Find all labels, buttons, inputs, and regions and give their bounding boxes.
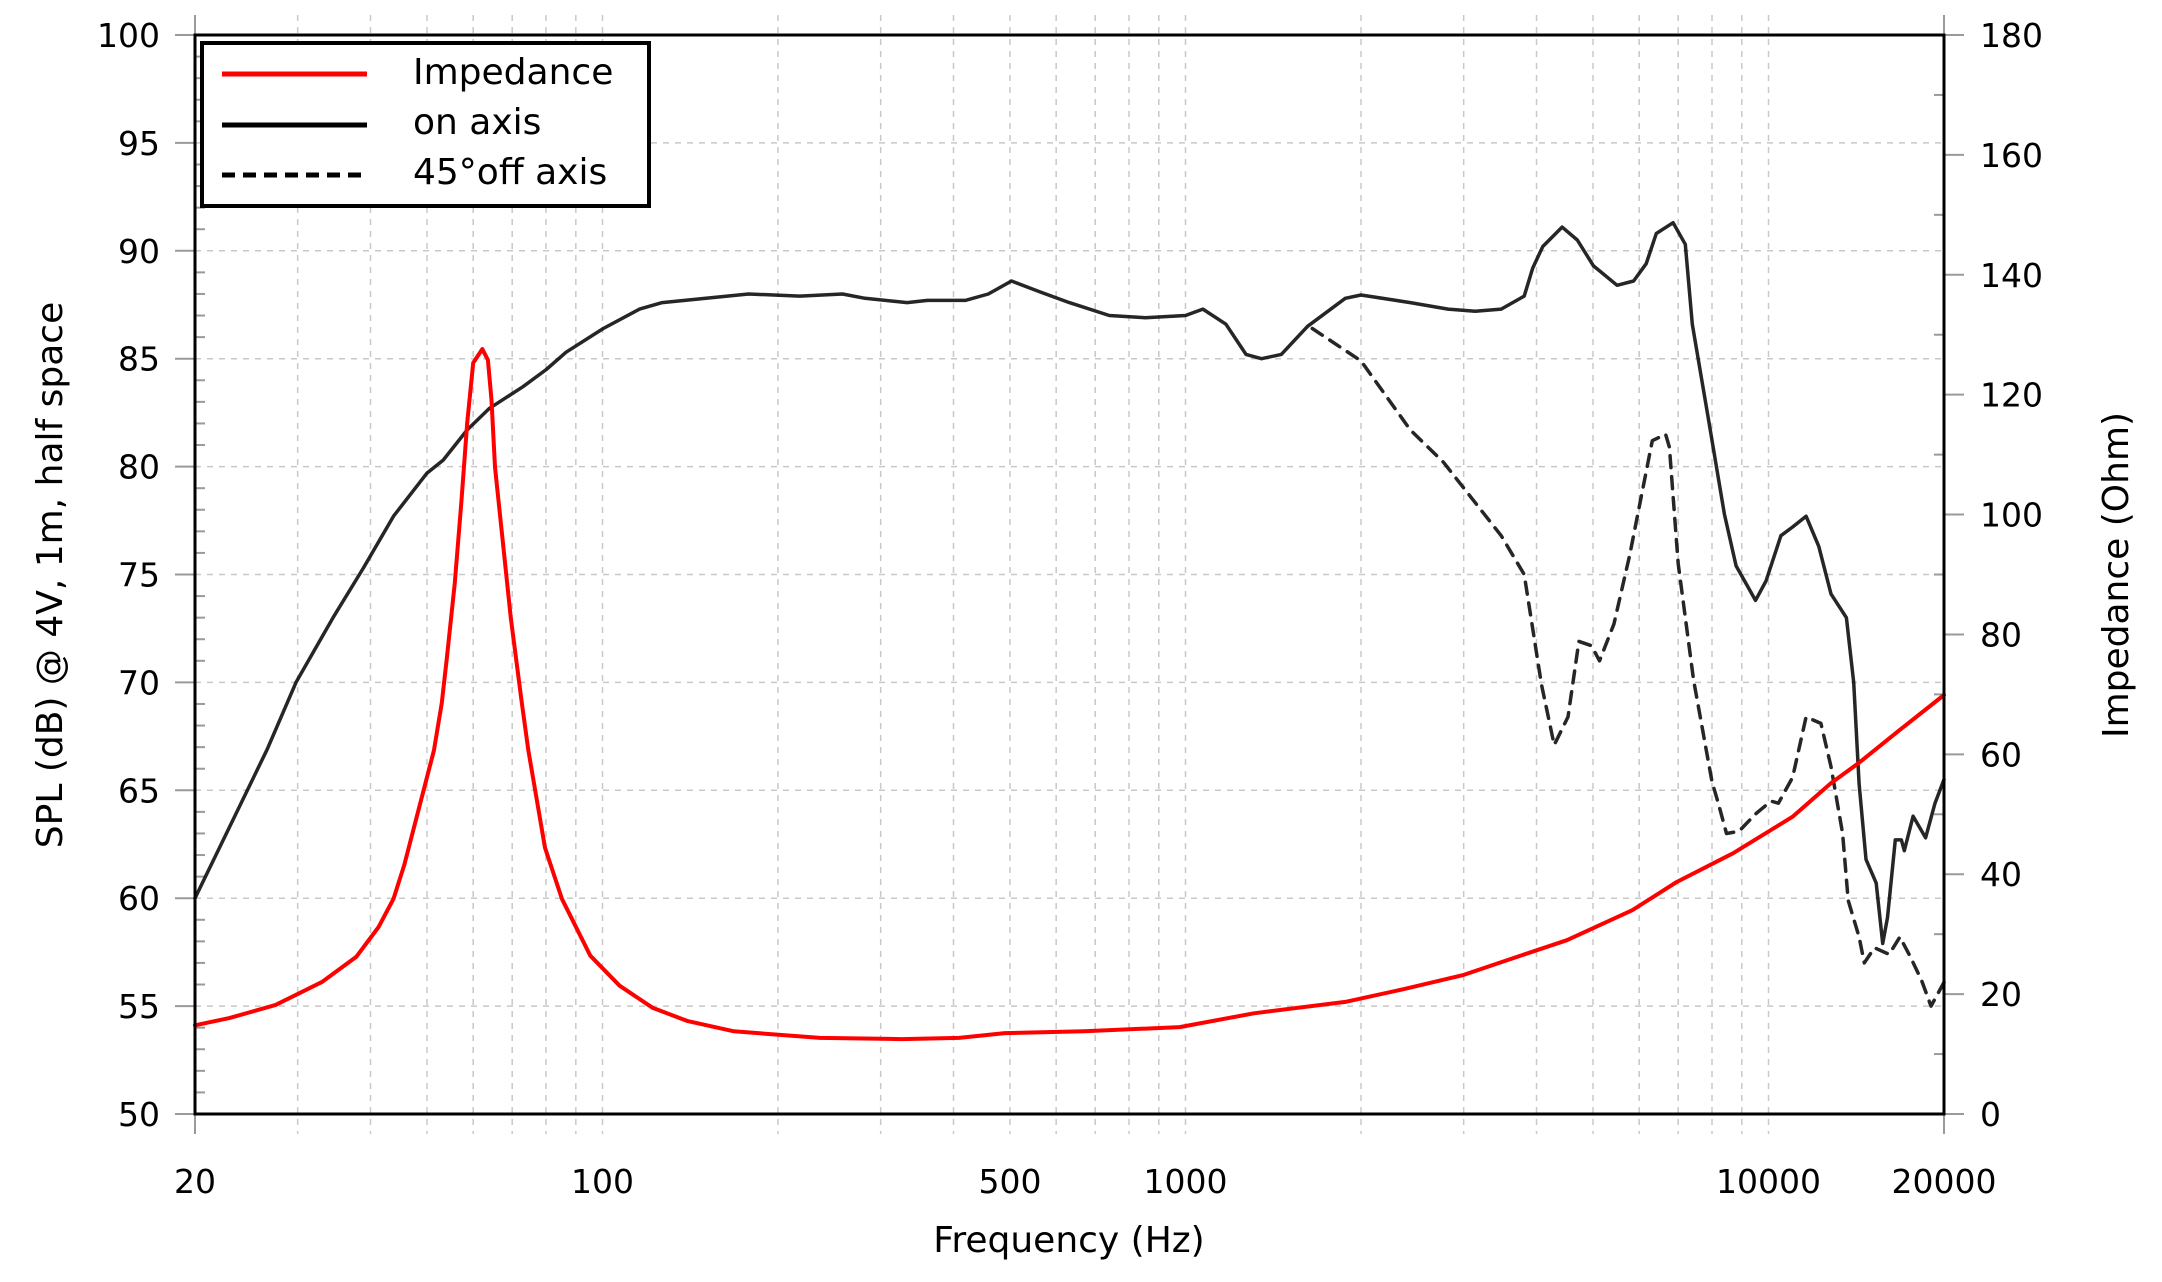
y-tick-label: 75 bbox=[118, 556, 160, 595]
y-tick-label: 90 bbox=[118, 232, 160, 271]
y-axis-title: SPL (dB) @ 4V, 1m, half space bbox=[30, 302, 71, 848]
y-right-tick-label: 80 bbox=[1980, 615, 2022, 654]
plot-area-frame bbox=[193, 33, 1946, 1116]
legend-label-45-off-axis: 45°off axis bbox=[413, 152, 607, 193]
y-tick-label: 55 bbox=[118, 987, 160, 1026]
y-right-tick-label: 160 bbox=[1980, 136, 2043, 175]
y-right-tick-label: 180 bbox=[1980, 16, 2043, 55]
x-axis-title: Frequency (Hz) bbox=[933, 1220, 1204, 1261]
x-tick-label: 1000 bbox=[1144, 1162, 1228, 1201]
x-tick-label: 10000 bbox=[1716, 1162, 1821, 1201]
y-right-axis-tick-labels: 0 20 40 60 80 100 120 140 160 180 bbox=[1980, 16, 2043, 1134]
y-tick-label: 80 bbox=[118, 448, 160, 487]
y-right-tick-label: 60 bbox=[1980, 735, 2022, 774]
axis-ticks bbox=[175, 15, 1964, 1134]
x-tick-label: 500 bbox=[978, 1162, 1041, 1201]
x-tick-label: 100 bbox=[571, 1162, 634, 1201]
y-tick-label: 70 bbox=[118, 663, 160, 702]
y-tick-label: 60 bbox=[118, 879, 160, 918]
legend-label-impedance: Impedance bbox=[413, 52, 613, 93]
legend: Impedance on axis 45°off axis bbox=[200, 41, 651, 208]
y-tick-label: 65 bbox=[118, 771, 160, 810]
y-axis-tick-labels: 50 55 60 65 70 75 80 85 90 95 100 bbox=[97, 16, 160, 1134]
y-right-tick-label: 120 bbox=[1980, 376, 2043, 415]
y-right-tick-label: 0 bbox=[1980, 1095, 2001, 1134]
y-tick-label: 85 bbox=[118, 340, 160, 379]
x-tick-label: 20 bbox=[174, 1162, 216, 1201]
series-45-off-axis bbox=[1310, 326, 1946, 1008]
y-right-tick-label: 140 bbox=[1980, 256, 2043, 295]
series-on-axis bbox=[193, 220, 1946, 946]
y-tick-label: 50 bbox=[118, 1095, 160, 1134]
y-right-tick-label: 20 bbox=[1980, 975, 2022, 1014]
y-right-tick-label: 40 bbox=[1980, 855, 2022, 894]
y-right-axis-title: Impedance (Ohm) bbox=[2096, 412, 2137, 738]
y-tick-label: 100 bbox=[97, 16, 160, 55]
series-impedance bbox=[193, 347, 1946, 1042]
y-tick-label: 95 bbox=[118, 124, 160, 163]
legend-label-on-axis: on axis bbox=[413, 102, 541, 143]
x-axis-tick-labels: 20 100 500 1000 10000 20000 bbox=[174, 1162, 1996, 1201]
y-right-tick-label: 100 bbox=[1980, 496, 2043, 535]
data-series bbox=[193, 220, 1946, 1042]
x-tick-label: 20000 bbox=[1892, 1162, 1997, 1201]
